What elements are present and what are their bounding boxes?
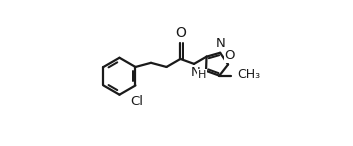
- Text: O: O: [175, 26, 186, 40]
- Text: N: N: [215, 37, 225, 50]
- Text: N: N: [191, 66, 201, 79]
- Text: H: H: [198, 70, 207, 80]
- Text: Cl: Cl: [131, 95, 144, 108]
- Text: CH₃: CH₃: [238, 68, 261, 81]
- Text: O: O: [225, 49, 235, 62]
